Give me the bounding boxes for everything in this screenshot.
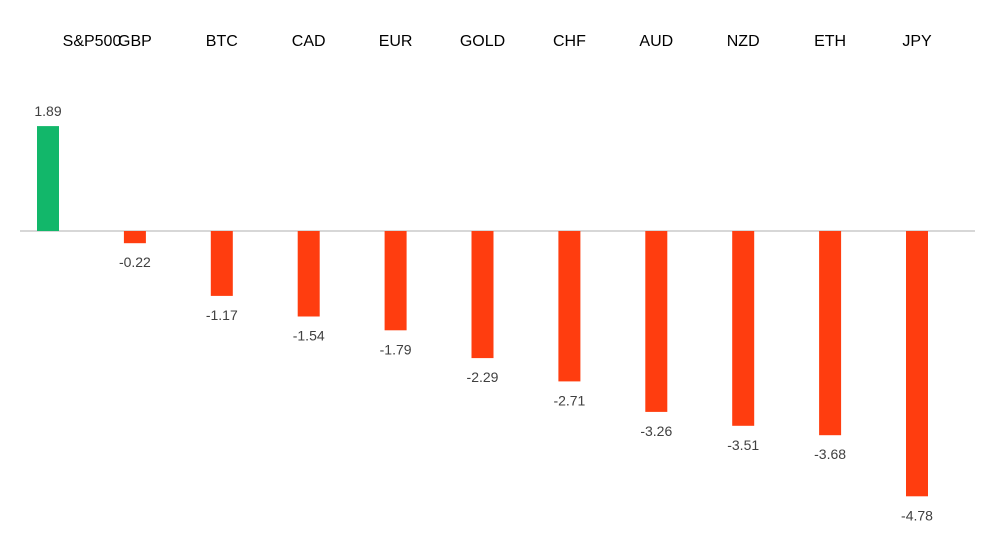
- category-label-gbp: GBP: [118, 33, 152, 50]
- category-label-eth: ETH: [814, 33, 846, 50]
- bar-gold: [471, 231, 494, 359]
- value-label-btc: -1.17: [206, 307, 238, 323]
- value-label-cad: -1.54: [293, 328, 325, 344]
- category-label-gold: GOLD: [460, 33, 505, 50]
- category-label-btc: BTC: [206, 33, 238, 50]
- value-label-nzd: -3.51: [727, 437, 759, 453]
- value-label-gold: -2.29: [467, 369, 499, 385]
- value-label-gbp: -0.22: [119, 254, 151, 270]
- bar-cad: [297, 231, 320, 317]
- bar-nzd: [732, 231, 755, 426]
- category-label-nzd: NZD: [727, 33, 760, 50]
- bar-jpy: [906, 231, 928, 497]
- bar-chf: [558, 231, 581, 382]
- category-label-cad: CAD: [292, 33, 326, 50]
- category-label-jpy: JPY: [902, 33, 932, 50]
- bar-eur: [384, 231, 407, 331]
- value-labels-layer: 1.89 -0.22 -1.17 -1.54 -1.79 -2.29 -2.71 -3.26 -…: [34, 103, 933, 523]
- category-label-sp500: S&P500: [63, 33, 122, 50]
- value-label-eth: -3.68: [814, 446, 846, 462]
- bar-aud: [645, 231, 668, 412]
- category-label-eur: EUR: [379, 33, 413, 50]
- value-label-sp500: 1.89: [34, 103, 61, 119]
- bar-sp500: [37, 126, 59, 231]
- bar-btc: [210, 231, 233, 296]
- category-label-chf: CHF: [553, 33, 586, 50]
- value-label-eur: -1.79: [380, 341, 412, 357]
- value-label-aud: -3.26: [640, 423, 672, 439]
- bars-layer: [37, 126, 928, 497]
- category-label-aud: AUD: [639, 33, 673, 50]
- value-label-jpy: -4.78: [901, 507, 933, 523]
- value-label-chf: -2.71: [553, 392, 585, 408]
- bar-eth: [819, 231, 842, 436]
- bar-gbp: [123, 231, 146, 244]
